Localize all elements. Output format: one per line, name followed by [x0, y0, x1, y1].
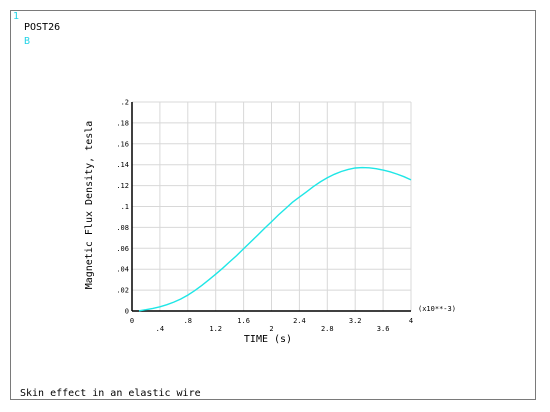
- series-line: [138, 166, 412, 312]
- plot-caption: Skin effect in an elastic wire: [20, 388, 201, 399]
- y-tick-label: .1: [121, 203, 129, 211]
- series: [138, 166, 412, 312]
- x-tick-label: 2: [269, 325, 273, 333]
- x-tick-label: 0: [130, 317, 134, 325]
- x-tick-label: 2.4: [293, 317, 306, 325]
- y-tick-label: .02: [116, 287, 129, 295]
- y-tick-label: .18: [116, 119, 129, 127]
- x-axis-label: TIME (s): [244, 334, 292, 345]
- x-tick-label: 2.8: [321, 325, 334, 333]
- y-axis-label: Magnetic Flux Density, tesla: [84, 121, 95, 290]
- variable-label: B: [24, 36, 31, 47]
- x-tick-label: .8: [184, 317, 192, 325]
- axes: [131, 102, 411, 312]
- grid: [132, 101, 412, 311]
- y-tick-label: .2: [121, 99, 129, 107]
- tick-labels: 0 .4 .8 1.2 1.6 2 2.4 2.8 3.2 3.6 4 0 .02 .04 .06 .08 .1…: [116, 99, 413, 334]
- x-axis-multiplier: (x10**-3): [418, 305, 456, 313]
- y-tick-label: .12: [116, 182, 129, 190]
- window-number: 1: [13, 11, 20, 22]
- x-tick-label: 4: [409, 317, 413, 325]
- plot-frame: [10, 10, 536, 400]
- y-tick-label: .04: [116, 266, 129, 274]
- y-tick-label: .08: [116, 224, 129, 232]
- y-tick-label: 0: [125, 308, 129, 316]
- x-tick-label: 3.6: [377, 325, 390, 333]
- y-tick-label: .06: [116, 245, 129, 253]
- y-tick-label: .14: [116, 161, 129, 169]
- x-tick-label: .4: [156, 325, 164, 333]
- program-label: POST26: [24, 22, 61, 33]
- x-tick-label: 1.2: [209, 325, 222, 333]
- y-tick-label: .16: [116, 140, 129, 148]
- x-tick-label: 3.2: [349, 317, 362, 325]
- x-tick-label: 1.6: [237, 317, 250, 325]
